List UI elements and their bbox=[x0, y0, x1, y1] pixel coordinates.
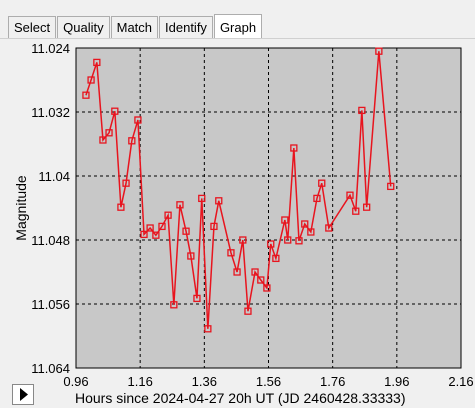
data-point bbox=[146, 224, 154, 232]
tab[interactable]: Quality bbox=[57, 16, 110, 38]
data-point bbox=[272, 254, 280, 263]
data-point bbox=[82, 91, 90, 99]
data-point bbox=[257, 276, 265, 284]
data-point bbox=[318, 179, 326, 187]
data-point bbox=[128, 137, 136, 145]
y-tick-label: 11.056 bbox=[31, 297, 70, 312]
tab-bar: Select Quality Match Identify Graph bbox=[8, 14, 263, 38]
data-point bbox=[263, 284, 271, 292]
data-point bbox=[176, 201, 184, 209]
data-point bbox=[164, 211, 172, 219]
y-tick-label: 11.032 bbox=[31, 105, 70, 120]
tab[interactable]: Select bbox=[8, 16, 57, 38]
data-point bbox=[204, 325, 212, 333]
data-point bbox=[117, 203, 125, 211]
tab[interactable]: Identify bbox=[159, 16, 213, 38]
x-tick-label: 1.96 bbox=[384, 374, 409, 389]
data-point bbox=[87, 76, 95, 84]
tab[interactable]: Match bbox=[110, 16, 159, 38]
data-point bbox=[111, 107, 119, 115]
data-point bbox=[281, 216, 289, 224]
data-point bbox=[227, 249, 235, 257]
data-point bbox=[346, 191, 354, 199]
data-point bbox=[122, 179, 130, 187]
x-tick-label: 0.96 bbox=[63, 374, 88, 389]
data-point bbox=[158, 222, 166, 231]
data-point bbox=[140, 230, 148, 239]
data-point bbox=[105, 129, 113, 137]
data-point bbox=[284, 236, 292, 244]
data-point bbox=[134, 116, 142, 124]
data-point bbox=[193, 294, 201, 303]
data-point bbox=[215, 197, 223, 205]
y-tick-label: 11.024 bbox=[31, 41, 70, 56]
y-axis-label: Magnitude bbox=[13, 175, 29, 241]
data-point bbox=[387, 182, 395, 191]
data-point bbox=[295, 237, 303, 245]
data-point bbox=[290, 144, 298, 152]
x-tick-label: 1.76 bbox=[320, 374, 345, 389]
x-tick-label: 1.36 bbox=[192, 374, 217, 389]
data-point bbox=[301, 220, 309, 228]
x-tick-label: 1.56 bbox=[256, 374, 281, 389]
data-point bbox=[93, 58, 101, 67]
data-point bbox=[99, 136, 107, 144]
data-point bbox=[152, 231, 160, 239]
data-point bbox=[182, 227, 190, 235]
x-tick-label: 2.16 bbox=[448, 374, 473, 389]
data-point bbox=[375, 47, 383, 55]
play-triangle bbox=[20, 388, 28, 401]
data-point bbox=[198, 194, 206, 203]
tab[interactable]: Graph bbox=[213, 14, 263, 38]
data-point bbox=[251, 268, 259, 276]
y-tick-label: 11.048 bbox=[31, 233, 70, 248]
data-point bbox=[307, 228, 315, 236]
x-axis-label: Hours since 2024-04-27 20h UT (JD 246042… bbox=[75, 390, 406, 406]
y-tick-label: 11.04 bbox=[38, 169, 70, 184]
play-icon bbox=[20, 388, 28, 401]
plot-frame bbox=[75, 47, 462, 369]
data-point bbox=[267, 240, 275, 248]
data-point bbox=[210, 222, 218, 231]
data-point bbox=[170, 301, 178, 309]
data-point bbox=[352, 207, 360, 215]
x-tick-label: 1.16 bbox=[128, 374, 153, 389]
graph-panel bbox=[0, 38, 475, 408]
data-point bbox=[233, 268, 241, 276]
data-point bbox=[244, 307, 252, 315]
data-point bbox=[187, 252, 195, 260]
data-point bbox=[358, 106, 366, 115]
play-button[interactable] bbox=[12, 384, 34, 405]
data-point bbox=[313, 194, 321, 203]
data-point bbox=[325, 224, 333, 232]
y-tick-label: 11.064 bbox=[31, 361, 70, 376]
data-point bbox=[239, 236, 247, 244]
data-point bbox=[363, 203, 371, 211]
